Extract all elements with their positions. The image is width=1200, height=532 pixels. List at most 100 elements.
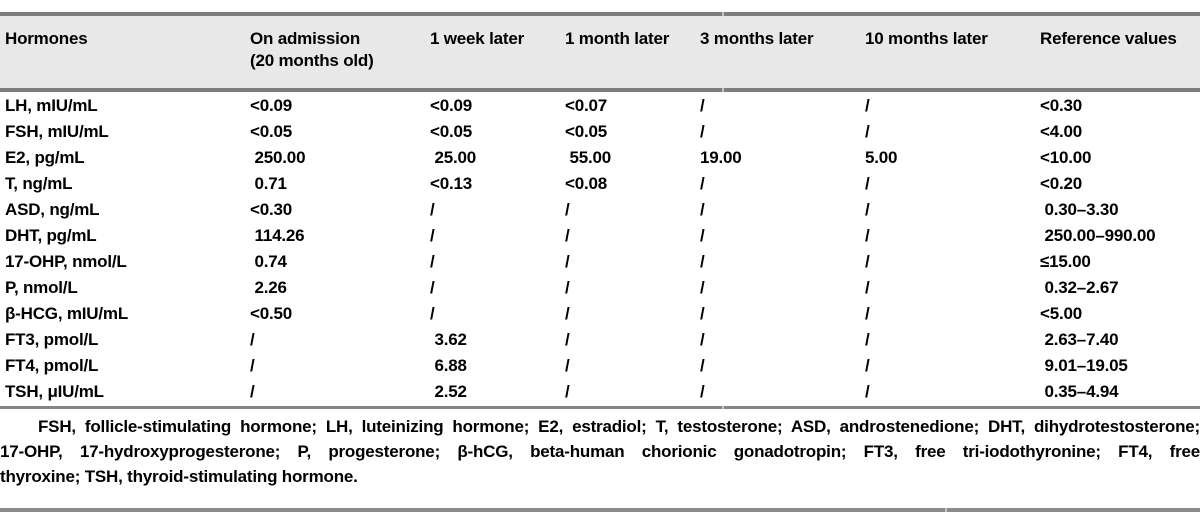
hormone-name-cell: β-HCG, mIU/mL: [5, 304, 128, 323]
column-header-sublabel: (20 months old): [250, 51, 374, 70]
value-cell: /: [865, 356, 870, 375]
value-cell: 25.00: [430, 148, 477, 167]
reference-value-cell: <10.00: [1040, 148, 1092, 167]
table-row-t: T, ng/mL 0.71 <0.13 <0.08 / / <0.20: [0, 171, 1200, 197]
table-row-p: P, nmol/L 2.26 / / / / 0.32–2.67: [0, 275, 1200, 301]
table-row-e2: E2, pg/mL 250.00 25.00 55.00 19.00 5.00 …: [0, 145, 1200, 171]
value-cell: /: [250, 330, 255, 349]
hormone-name-cell: ASD, ng/mL: [5, 200, 100, 219]
hormone-name-cell: FT4, pmol/L: [5, 356, 99, 375]
reference-value-cell: ≤15.00: [1040, 252, 1091, 271]
table-row-bhcg: β-HCG, mIU/mL <0.50 / / / / <5.00: [0, 301, 1200, 327]
table-body: LH, mIU/mL <0.09 <0.09 <0.07 / / <0.30 F…: [0, 93, 1200, 405]
column-header-reference-values: Reference values: [1040, 28, 1200, 72]
table-top-rule: [0, 12, 1200, 16]
value-cell: /: [700, 252, 705, 271]
rule-seam: [722, 406, 724, 409]
value-cell: /: [700, 356, 705, 375]
table-row-tsh: TSH, μIU/mL / 2.52 / / / 0.35–4.94: [0, 379, 1200, 405]
reference-value-cell: 0.30–3.30: [1040, 200, 1119, 219]
value-cell: /: [865, 304, 870, 323]
value-cell: /: [565, 304, 570, 323]
column-header-on-admission: On admission (20 months old): [250, 28, 430, 72]
value-cell: /: [565, 356, 570, 375]
value-cell: /: [865, 174, 870, 193]
hormone-name-cell: TSH, μIU/mL: [5, 382, 104, 401]
reference-value-cell: <0.20: [1040, 174, 1083, 193]
value-cell: 19.00: [700, 148, 742, 167]
rule-seam: [722, 88, 724, 92]
value-cell: /: [865, 330, 870, 349]
reference-value-cell: <5.00: [1040, 304, 1083, 323]
value-cell: /: [700, 304, 705, 323]
table-bottom-rule: [0, 508, 1200, 512]
value-cell: 55.00: [565, 148, 612, 167]
table-row-lh: LH, mIU/mL <0.09 <0.09 <0.07 / / <0.30: [0, 93, 1200, 119]
header-divider-rule: [0, 88, 1200, 92]
footnote: FSH, follicle-stimulating hormone; LH, l…: [0, 414, 1200, 489]
table-row-dht: DHT, pg/mL 114.26 / / / / 250.00–990.00: [0, 223, 1200, 249]
value-cell: /: [865, 278, 870, 297]
table-row-17ohp: 17-OHP, nmol/L 0.74 / / / / ≤15.00: [0, 249, 1200, 275]
table-row-ft4: FT4, pmol/L / 6.88 / / / 9.01–19.05: [0, 353, 1200, 379]
value-cell: /: [865, 96, 870, 115]
hormone-name-cell: FSH, mIU/mL: [5, 122, 109, 141]
value-cell: 2.52: [430, 382, 467, 401]
value-cell: /: [865, 122, 870, 141]
column-header-label: Hormones: [5, 29, 88, 48]
hormone-name-cell: E2, pg/mL: [5, 148, 85, 167]
value-cell: <0.13: [430, 174, 473, 193]
rule-seam: [945, 508, 947, 512]
value-cell: <0.05: [430, 122, 473, 141]
reference-value-cell: <0.30: [1040, 96, 1083, 115]
value-cell: <0.07: [565, 96, 608, 115]
hormone-name-cell: DHT, pg/mL: [5, 226, 97, 245]
reference-value-cell: 9.01–19.05: [1040, 356, 1128, 375]
hormone-name-cell: LH, mIU/mL: [5, 96, 98, 115]
value-cell: /: [700, 330, 705, 349]
value-cell: <0.09: [430, 96, 473, 115]
reference-value-cell: 0.32–2.67: [1040, 278, 1119, 297]
value-cell: /: [565, 200, 570, 219]
value-cell: <0.05: [250, 122, 293, 141]
footnote-divider-rule: [0, 406, 1200, 409]
footnote-line: thyroxine; TSH, thyroid-stimulating horm…: [0, 467, 358, 486]
column-header-label: 1 week later: [430, 29, 524, 48]
column-header-label: 3 months later: [700, 29, 814, 48]
value-cell: /: [565, 278, 570, 297]
value-cell: /: [250, 382, 255, 401]
value-cell: /: [565, 226, 570, 245]
column-header-hormones: Hormones: [5, 28, 250, 72]
value-cell: /: [565, 252, 570, 271]
table-header-row: Hormones On admission (20 months old) 1 w…: [0, 16, 1200, 72]
hormone-name-cell: FT3, pmol/L: [5, 330, 99, 349]
value-cell: /: [430, 200, 435, 219]
value-cell: /: [700, 278, 705, 297]
rule-seam: [722, 12, 724, 16]
value-cell: 6.88: [430, 356, 467, 375]
value-cell: <0.08: [565, 174, 608, 193]
hormone-name-cell: P, nmol/L: [5, 278, 78, 297]
reference-value-cell: <4.00: [1040, 122, 1083, 141]
table-row-asd: ASD, ng/mL <0.30 / / / / 0.30–3.30: [0, 197, 1200, 223]
value-cell: 3.62: [430, 330, 467, 349]
value-cell: /: [430, 304, 435, 323]
value-cell: /: [865, 252, 870, 271]
value-cell: /: [430, 278, 435, 297]
value-cell: /: [430, 226, 435, 245]
value-cell: /: [865, 200, 870, 219]
table-row-ft3: FT3, pmol/L / 3.62 / / / 2.63–7.40: [0, 327, 1200, 353]
value-cell: /: [700, 200, 705, 219]
value-cell: /: [250, 356, 255, 375]
hormone-name-cell: T, ng/mL: [5, 174, 73, 193]
column-header-label: 1 month later: [565, 29, 670, 48]
column-header-3-months-later: 3 months later: [700, 28, 865, 72]
table-row-fsh: FSH, mIU/mL <0.05 <0.05 <0.05 / / <4.00: [0, 119, 1200, 145]
value-cell: /: [430, 252, 435, 271]
value-cell: /: [565, 382, 570, 401]
value-cell: /: [700, 382, 705, 401]
hormone-name-cell: 17-OHP, nmol/L: [5, 252, 127, 271]
value-cell: 250.00: [250, 148, 306, 167]
value-cell: 114.26: [250, 226, 305, 245]
